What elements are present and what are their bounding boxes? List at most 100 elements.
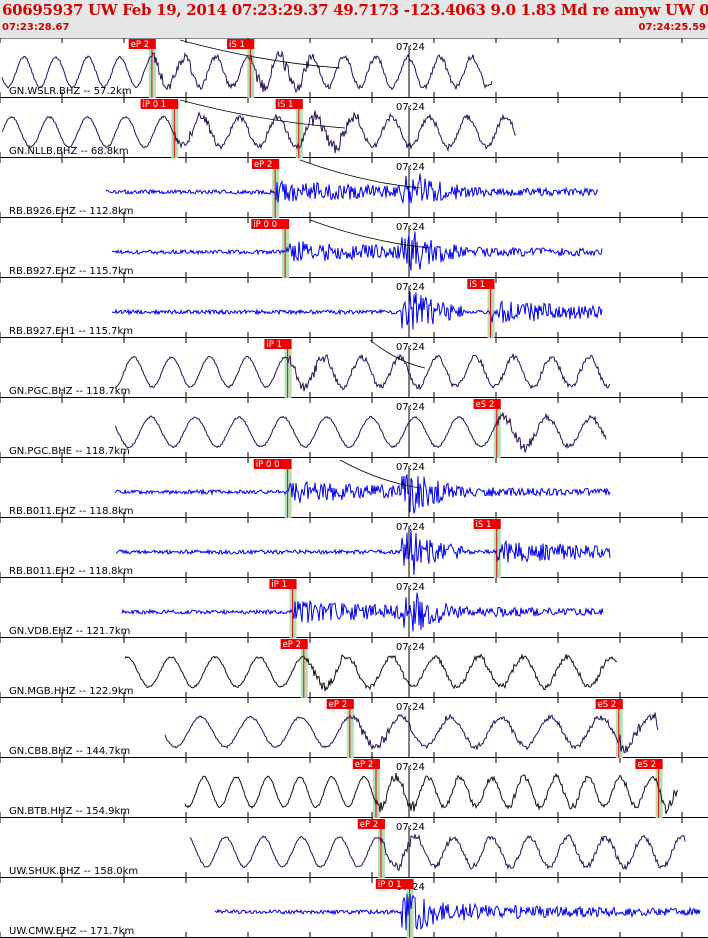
- waveform-trace: [115, 529, 611, 575]
- minute-tick-label: 07:24: [396, 702, 425, 713]
- pick-marker: [251, 219, 290, 229]
- pick-marker: [253, 459, 292, 469]
- station-label: RB.B927.EHZ -- 115.7km: [9, 266, 134, 277]
- station-label: UW.SHUK.BHZ -- 158.0km: [9, 866, 138, 877]
- pick-label: iP 0 1: [143, 100, 167, 110]
- minute-tick-label: 07:24: [396, 42, 425, 53]
- trace-panel: 07:24 eS 2 GN.PGC.BHE -- 118.7km: [0, 398, 708, 458]
- trace-panel: 07:24 iS 1 RB.B011.EH2 -- 118.8km: [0, 518, 708, 578]
- trace-panel: 07:24 eP 2 RB.B926.EHZ -- 112.8km: [0, 158, 708, 218]
- pick-label: iS 1: [229, 40, 245, 50]
- pick-label: eP 2: [329, 700, 347, 710]
- pick-marker: [635, 759, 663, 769]
- station-label: RB.B011.EH2 -- 118.8km: [9, 566, 133, 577]
- pick-label: eP 2: [360, 820, 378, 830]
- theoretical-arrival-curve: [339, 459, 421, 489]
- minute-tick-label: 07:24: [396, 762, 425, 773]
- event-header: 60695937 UW Feb 19, 2014 07:23:29.37 49.…: [0, 0, 708, 39]
- waveform-trace: [105, 173, 599, 205]
- station-label: GN.PGC.BHZ -- 118.7km: [9, 386, 130, 397]
- pick-marker: [352, 759, 380, 769]
- pick-label: iS 1: [476, 520, 492, 530]
- station-label: GN.BTB.HHZ -- 154.9km: [9, 806, 130, 817]
- minute-tick-label: 07:24: [396, 222, 425, 233]
- station-label: RB.B011.EHZ -- 118.8km: [9, 506, 134, 517]
- pick-marker: [473, 399, 501, 409]
- pick-label: iS 1: [469, 280, 485, 290]
- pick-marker: [467, 279, 495, 289]
- trace-panel: 07:24 iP 0 1 iS 1 GN.NLLB.BHZ -- 68.8km: [0, 98, 708, 158]
- pick-marker: [128, 39, 156, 49]
- pick-label: eP 2: [131, 40, 149, 50]
- pick-label: eP 2: [355, 760, 373, 770]
- theoretical-arrival-curve: [369, 339, 426, 369]
- theoretical-arrival-curve: [179, 99, 346, 129]
- station-label: GN.CBB.BHZ -- 144.7km: [9, 746, 130, 757]
- window-end-time: 07:24:25.59: [638, 22, 706, 33]
- theoretical-arrival-curve: [309, 219, 431, 249]
- trace-panel: 07:24 iP 1 GN.PGC.BHZ -- 118.7km: [0, 338, 708, 398]
- waveform-trace: [1, 50, 493, 94]
- pick-marker: [264, 339, 292, 349]
- waveform-trace: [1, 110, 517, 154]
- trace-panel: 07:24 iP 0 0 RB.B011.EHZ -- 118.8km: [0, 458, 708, 518]
- station-label: GN.NLLB.BHZ -- 68.8km: [9, 146, 129, 157]
- minute-tick-label: 07:24: [396, 642, 425, 653]
- pick-label: eS 2: [637, 760, 656, 770]
- station-label: UW.CMW.EHZ -- 171.7km: [9, 926, 134, 937]
- seismogram-plot: 07:24 eP 2 iS 1 GN.WSLR.BHZ -- 57.2km 07:24 i…: [0, 38, 708, 938]
- pick-label: eS 2: [598, 700, 617, 710]
- station-label: GN.WSLR.BHZ -- 57.2km: [9, 86, 132, 97]
- pick-label: eP 2: [254, 160, 272, 170]
- station-label: GN.PGC.BHE -- 118.7km: [9, 446, 130, 457]
- minute-tick-label: 07:24: [396, 822, 425, 833]
- trace-panel: 07:24 iP 1 GN.VDB.EHZ -- 121.7km: [0, 578, 708, 638]
- pick-marker: [326, 699, 354, 709]
- minute-tick-label: 07:24: [396, 582, 425, 593]
- station-label: GN.VDB.EHZ -- 121.7km: [9, 626, 130, 637]
- waveform-trace: [184, 772, 679, 814]
- pick-marker: [140, 99, 179, 109]
- trace-panel: 07:24 iP 0 0 RB.B927.EHZ -- 115.7km: [0, 218, 708, 278]
- waveform-trace: [111, 291, 603, 330]
- trace-panel: 07:24 eP 2 GN.MGB.HHZ -- 122.9km: [0, 638, 708, 698]
- station-label: RB.B927.EH1 -- 115.7km: [9, 326, 133, 337]
- trace-panel: 07:24 eP 2 eS 2 GN.CBB.BHZ -- 144.7km: [0, 698, 708, 758]
- event-title: 60695937 UW Feb 19, 2014 07:23:29.37 49.…: [2, 1, 708, 19]
- pick-label: iP 0 0: [253, 220, 277, 230]
- pick-label: iP 1: [266, 340, 282, 350]
- trace-panel: 07:24 eP 2 eS 2 GN.BTB.HHZ -- 154.9km: [0, 758, 708, 818]
- station-label: GN.MGB.HHZ -- 122.9km: [9, 686, 133, 697]
- pick-marker: [275, 99, 303, 109]
- minute-tick-label: 07:24: [396, 462, 425, 473]
- window-start-time: 07:23:28.67: [2, 22, 70, 33]
- pick-marker: [269, 579, 297, 589]
- minute-tick-label: 07:24: [396, 342, 425, 353]
- pick-marker: [280, 639, 308, 649]
- trace-panel: 07:24 eP 2 UW.SHUK.BHZ -- 158.0km: [0, 818, 708, 878]
- waveform-trace: [114, 353, 611, 392]
- theoretical-arrival-curve: [179, 39, 341, 69]
- waveform-trace: [214, 893, 701, 931]
- minute-tick-label: 07:24: [396, 282, 425, 293]
- trace-panel: 07:24 iS 1 RB.B927.EH1 -- 115.7km: [0, 278, 708, 338]
- station-label: RB.B926.EHZ -- 112.8km: [9, 206, 134, 217]
- minute-tick-label: 07:24: [396, 102, 425, 113]
- pick-marker: [251, 159, 280, 169]
- minute-tick-label: 07:24: [396, 522, 425, 533]
- pick-label: iS 1: [278, 100, 294, 110]
- pick-marker: [473, 519, 501, 529]
- waveform-trace: [124, 653, 618, 692]
- waveform-trace: [189, 834, 686, 872]
- waveform-trace: [111, 231, 603, 271]
- pick-label: iP 0 0: [256, 460, 280, 470]
- waveform-trace: [164, 712, 659, 754]
- waveform-trace: [121, 592, 604, 632]
- pick-label: eP 2: [283, 640, 301, 650]
- pick-label: eS 2: [476, 400, 495, 410]
- pick-label: iP 1: [271, 580, 287, 590]
- waveform-trace: [114, 412, 607, 453]
- pick-label: iP 0 1: [378, 880, 402, 890]
- pick-marker: [595, 699, 623, 709]
